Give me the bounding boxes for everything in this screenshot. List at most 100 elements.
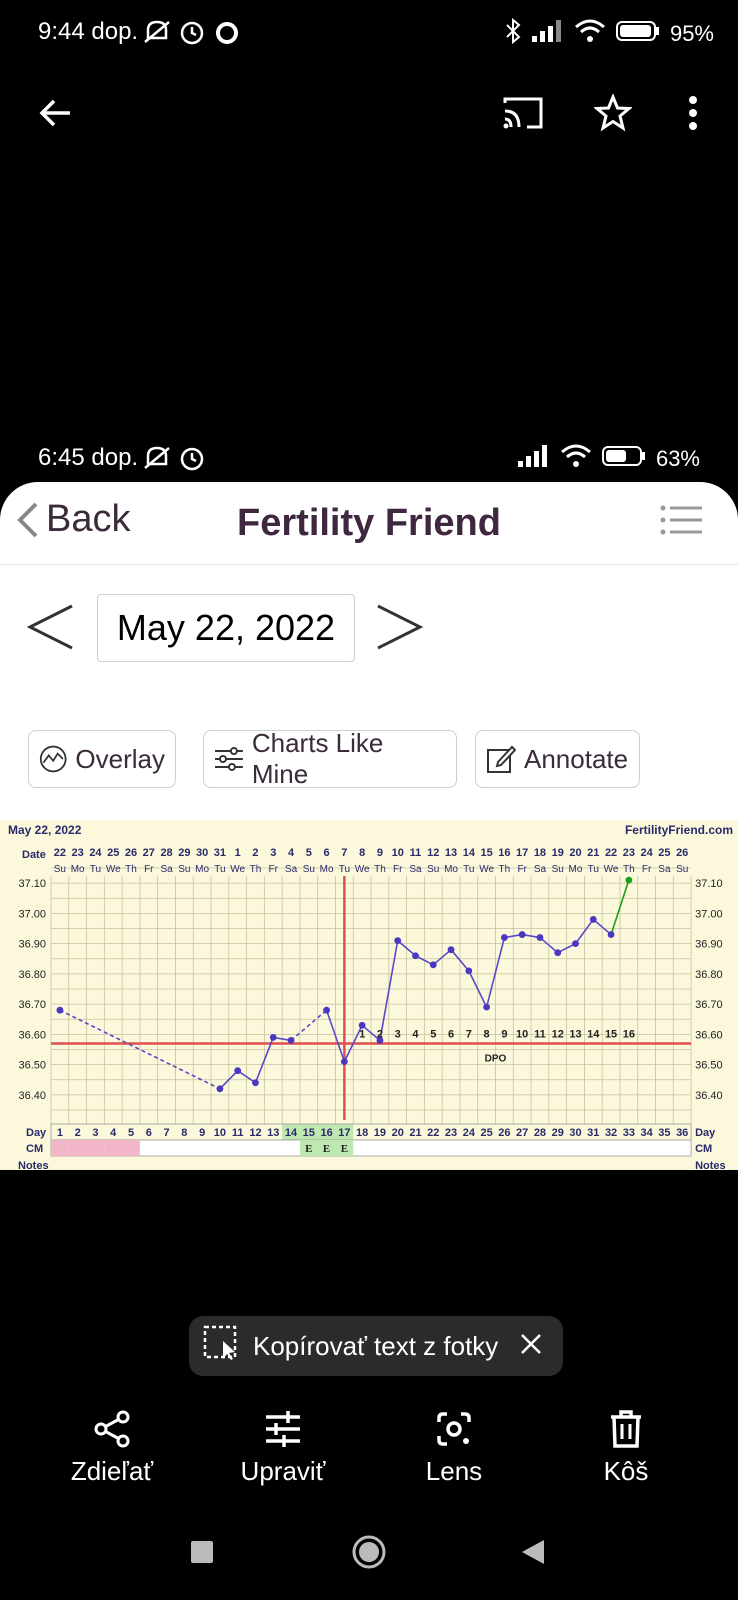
- weekday-tick-label: We: [355, 864, 370, 875]
- temp-line-gap-segment: [59, 1009, 221, 1090]
- temp-line-segment: [468, 970, 488, 1008]
- cycle-day-label: 4: [110, 1127, 117, 1139]
- cycle-day-label: 19: [374, 1127, 386, 1139]
- cycle-day-label: 12: [249, 1127, 261, 1139]
- inner-status-time: 6:45 dop.: [38, 444, 139, 471]
- cycle-day-label: 23: [445, 1127, 457, 1139]
- annotate-button[interactable]: Annotate: [475, 730, 640, 788]
- cast-icon[interactable]: [498, 88, 548, 138]
- weekday-tick-label: Fr: [517, 864, 527, 875]
- temp-line-segment: [592, 918, 612, 936]
- lens-icon: [437, 1412, 471, 1446]
- share-button[interactable]: Zdieľať: [42, 1410, 182, 1487]
- charts-like-mine-button[interactable]: Charts Like Mine: [203, 728, 457, 789]
- cm-egg-white-cell: [335, 1140, 354, 1156]
- screenshot-content: Back Fertility Friend May 22, 2022 Overl…: [0, 482, 738, 1170]
- weekday-tick-label: Sa: [409, 864, 422, 875]
- y-tick-label-right: 36.80: [695, 969, 723, 981]
- edit-note-icon: [487, 745, 516, 773]
- notes-row-label: Notes: [18, 1160, 49, 1170]
- back-arrow-icon[interactable]: [30, 88, 80, 138]
- date-field[interactable]: May 22, 2022: [97, 594, 355, 662]
- weekday-tick-label: Su: [178, 864, 190, 875]
- y-tick-label-left: 36.40: [18, 1090, 46, 1102]
- battery-percent: 95%: [669, 21, 714, 46]
- day-row-label: Day: [26, 1127, 47, 1139]
- star-icon[interactable]: [588, 88, 638, 138]
- date-tick-label: 24: [89, 847, 102, 859]
- copy-text-toast[interactable]: Kopírovať text z fotky: [189, 1316, 563, 1376]
- cycle-day-label: 35: [658, 1127, 670, 1139]
- edit-button[interactable]: Upraviť: [213, 1410, 353, 1487]
- cycle-day-label: 29: [552, 1127, 564, 1139]
- home-icon[interactable]: [351, 1534, 387, 1575]
- cm-egg-white-label: E: [341, 1143, 348, 1155]
- date-tick-label: 13: [445, 847, 457, 859]
- weekday-tick-label: We: [230, 864, 245, 875]
- temp-point: [518, 931, 526, 938]
- cycle-day-label: 31: [587, 1127, 599, 1139]
- temp-line-segment: [325, 1009, 346, 1062]
- trash-button[interactable]: Kôš: [556, 1410, 696, 1487]
- cm-egg-white-cell: [299, 1140, 318, 1156]
- inner-battery-icon: [601, 445, 646, 473]
- cm-egg-white-cell: [317, 1140, 336, 1156]
- prev-date-icon[interactable]: [26, 602, 76, 657]
- temp-point: [234, 1067, 242, 1075]
- date-tick-label: 23: [623, 847, 635, 859]
- cm-egg-white-label: E: [323, 1143, 330, 1155]
- temp-point: [412, 952, 419, 960]
- temp-point: [340, 1058, 348, 1065]
- next-date-icon[interactable]: [374, 602, 424, 657]
- chart-site-label: FertilityFriend.com: [625, 823, 733, 837]
- temp-point: [500, 934, 508, 941]
- dpo-label: 11: [534, 1028, 546, 1040]
- date-tick-label: 4: [288, 847, 295, 859]
- toast-label: Kopírovať text z fotky: [253, 1330, 499, 1361]
- temp-point: [589, 916, 597, 923]
- cycle-day-label: 11: [232, 1127, 244, 1139]
- recents-icon[interactable]: [190, 1540, 214, 1569]
- viewer-toolbar: [0, 70, 738, 156]
- temp-line-segment: [574, 918, 594, 945]
- close-icon[interactable]: [520, 1331, 542, 1362]
- date-row-label: Date: [22, 849, 46, 861]
- date-tick-label: 22: [54, 847, 66, 859]
- weekday-tick-label: Tu: [90, 864, 101, 875]
- temp-line-segment: [397, 939, 417, 957]
- inner-alarm-icon: [178, 444, 206, 477]
- date-tick-label: 15: [480, 847, 492, 859]
- dpo-label: 6: [448, 1028, 454, 1040]
- cycle-day-label: 28: [534, 1127, 546, 1139]
- temp-point-latest: [625, 876, 633, 884]
- overlay-button[interactable]: Overlay: [28, 730, 176, 788]
- weekday-tick-label: Th: [125, 864, 137, 875]
- lens-button[interactable]: Lens: [384, 1410, 524, 1487]
- back-button[interactable]: Back: [14, 498, 130, 541]
- y-tick-label-left: 36.50: [18, 1060, 46, 1072]
- cycle-day-label: 1: [57, 1127, 63, 1139]
- cycle-day-label: 24: [463, 1127, 476, 1139]
- date-tick-label: 11: [410, 847, 422, 859]
- weekday-tick-label: We: [604, 864, 619, 875]
- inner-status-bar: 6:45 dop. 63%: [0, 440, 738, 480]
- date-navigator: May 22, 2022: [0, 594, 738, 664]
- cycle-day-label: 14: [285, 1127, 298, 1139]
- cycle-day-label: 9: [199, 1127, 205, 1139]
- temp-line-segment: [361, 1024, 381, 1042]
- status-time: 9:44 dop.: [38, 18, 139, 45]
- y-tick-label-right: 37.10: [695, 878, 723, 890]
- date-tick-label: 19: [552, 847, 564, 859]
- back-nav-icon[interactable]: [520, 1538, 546, 1571]
- more-vert-icon[interactable]: [668, 88, 718, 138]
- status-bar: 9:44 dop. 95%: [0, 0, 738, 66]
- date-tick-label: 21: [587, 847, 599, 859]
- weekday-tick-label: We: [106, 864, 121, 875]
- weekday-tick-label: Sa: [160, 864, 173, 875]
- temp-point: [358, 1021, 366, 1029]
- cm-period-cell: [86, 1140, 105, 1156]
- temp-line-segment: [254, 1037, 274, 1084]
- menu-list-icon[interactable]: [660, 504, 704, 541]
- y-tick-label-left: 36.90: [18, 939, 46, 951]
